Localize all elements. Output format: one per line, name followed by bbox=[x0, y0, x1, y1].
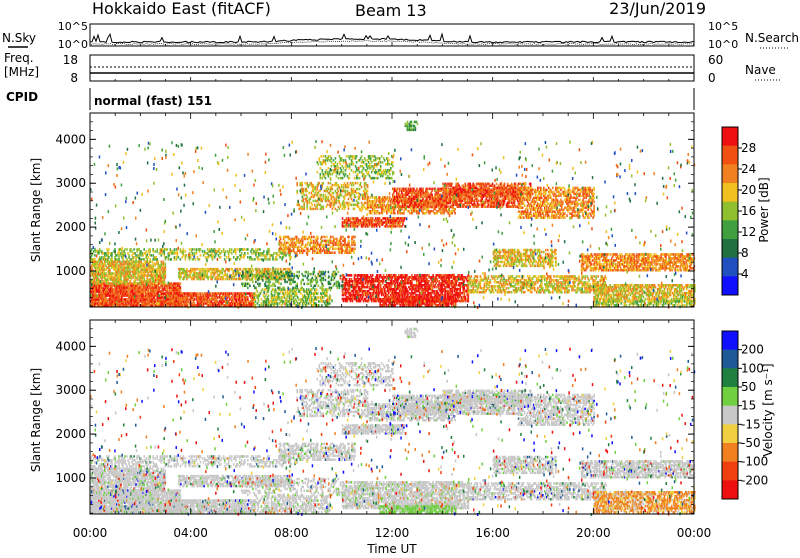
power-cell bbox=[194, 268, 196, 271]
power-cell bbox=[138, 270, 140, 273]
power-cell bbox=[135, 282, 137, 285]
nsearch-tick-top: 10^5 bbox=[708, 20, 738, 33]
power-heatmap-cells bbox=[90, 121, 696, 309]
power-cell bbox=[163, 261, 165, 264]
nave-tick-bottom: 0 bbox=[708, 71, 716, 85]
power-cell bbox=[124, 248, 126, 251]
power-cell bbox=[94, 254, 96, 257]
power-cell bbox=[180, 282, 182, 285]
power-cell bbox=[257, 268, 259, 271]
power-cell bbox=[194, 298, 196, 301]
nsky-panel: N.Sky 10^5 10^0 10^5 10^0 N.Search bbox=[2, 20, 799, 51]
power-cell bbox=[105, 261, 107, 264]
power-cell bbox=[126, 248, 128, 251]
cpid-panel: CPID normal (fast) 151 bbox=[6, 88, 694, 110]
power-cell bbox=[121, 261, 123, 264]
rti-plot: Hokkaido East (fitACF) Beam 13 23/Jun/20… bbox=[0, 0, 800, 554]
power-cell bbox=[224, 278, 226, 281]
freq-unit-label: [MHz] bbox=[4, 65, 39, 79]
power-cell bbox=[130, 274, 132, 277]
nsky-tick-top: 10^5 bbox=[58, 20, 88, 33]
power-cell bbox=[197, 268, 199, 271]
beam-label: Beam 13 bbox=[355, 1, 427, 20]
power-cell bbox=[207, 276, 209, 279]
nsky-label: N.Sky bbox=[2, 31, 36, 45]
power-cell bbox=[278, 268, 280, 271]
power-cell bbox=[135, 261, 137, 264]
freq-tick-bottom: 8 bbox=[70, 71, 78, 85]
power-cell bbox=[180, 286, 182, 289]
power-cell bbox=[165, 282, 167, 285]
power-cell bbox=[240, 268, 242, 271]
power-cell bbox=[109, 268, 111, 271]
date-label: 23/Jun/2019 bbox=[609, 0, 706, 18]
cpid-text: normal (fast) 151 bbox=[94, 94, 212, 108]
nave-tick-top: 60 bbox=[708, 53, 723, 67]
nave-label: Nave bbox=[745, 63, 776, 77]
power-cell bbox=[275, 268, 277, 271]
power-cell bbox=[116, 258, 118, 261]
power-cell bbox=[108, 256, 110, 259]
power-cell bbox=[110, 282, 112, 285]
power-cell bbox=[114, 248, 116, 251]
power-cell bbox=[108, 252, 110, 255]
power-cell bbox=[253, 270, 255, 273]
power-cell bbox=[157, 261, 159, 264]
power-cell bbox=[130, 282, 132, 285]
power-cell bbox=[186, 268, 188, 271]
power-cell bbox=[126, 258, 128, 261]
power-cell bbox=[236, 278, 238, 281]
power-cell bbox=[285, 268, 287, 271]
nsearch-label: N.Search bbox=[745, 31, 799, 45]
nsky-tick-bottom: 10^0 bbox=[58, 38, 88, 51]
power-cell bbox=[165, 263, 167, 266]
power-cell bbox=[240, 278, 242, 281]
plot-title: Hokkaido East (fitACF) bbox=[92, 0, 271, 18]
power-cell bbox=[210, 292, 212, 295]
power-cell bbox=[94, 258, 96, 261]
cpid-label: CPID bbox=[6, 90, 38, 104]
nsearch-tick-bottom: 10^0 bbox=[708, 38, 738, 51]
power-cell bbox=[108, 248, 110, 251]
power-cell bbox=[246, 268, 248, 271]
power-cell bbox=[128, 254, 130, 257]
rti-svg: Hokkaido East (fitACF) Beam 13 23/Jun/20… bbox=[0, 0, 800, 554]
freq-tick-top: 18 bbox=[63, 53, 78, 67]
power-cell bbox=[154, 298, 156, 301]
freq-label: Freq. bbox=[4, 51, 34, 65]
power-cell bbox=[270, 268, 272, 271]
power-cell bbox=[124, 252, 126, 255]
power-cell bbox=[154, 282, 156, 285]
power-cell bbox=[91, 248, 93, 251]
power-cell bbox=[111, 252, 113, 255]
power-cell bbox=[200, 292, 202, 295]
power-cell bbox=[247, 296, 249, 299]
power-cell bbox=[99, 248, 101, 251]
power-cell bbox=[149, 261, 151, 264]
